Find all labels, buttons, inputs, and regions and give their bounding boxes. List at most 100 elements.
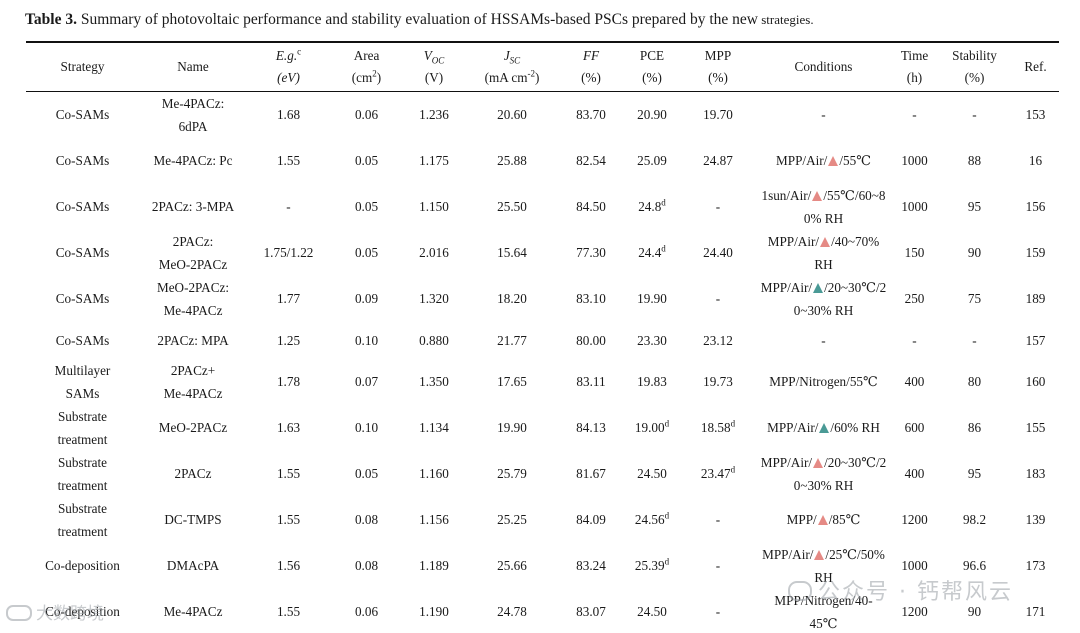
cell-ref: 189 bbox=[1025, 291, 1046, 306]
cell-eg: 1.56 bbox=[276, 558, 301, 573]
cell-name: 2PACz: MeO-2PACz bbox=[158, 233, 228, 272]
cell-voc: 1.160 bbox=[419, 466, 449, 481]
cell-ff: 77.30 bbox=[576, 245, 606, 260]
table-row: Co-SAMs Me-4PACz: 6dPA 1.68 0.06 1.236 20.60 83… bbox=[26, 91, 1059, 138]
cell-area: 0.05 bbox=[354, 466, 379, 481]
cell-jsc: 24.78 bbox=[497, 604, 527, 619]
header-time: Time (h) bbox=[900, 47, 929, 85]
cell-stability: 96.6 bbox=[962, 558, 987, 573]
cell-area: 0.10 bbox=[354, 332, 379, 348]
cell-stability: - bbox=[972, 107, 977, 122]
cell-ff: 83.24 bbox=[576, 558, 606, 573]
cell-voc: 1.150 bbox=[419, 199, 449, 214]
cell-strategy: Co-SAMs bbox=[55, 199, 110, 214]
cell-eg: - bbox=[286, 199, 291, 214]
cell-voc: 1.190 bbox=[419, 604, 449, 619]
header-stability: Stability (%) bbox=[952, 47, 997, 85]
cell-conditions: MPP/Air//20~30℃/2 0~30% RH bbox=[760, 454, 887, 493]
cell-eg: 1.55 bbox=[276, 512, 301, 527]
cell-area: 0.10 bbox=[354, 420, 379, 435]
cell-eg: 1.78 bbox=[276, 374, 301, 389]
caption-text: Summary of photovoltaic performance and … bbox=[76, 11, 758, 28]
cell-stability: 90 bbox=[967, 604, 982, 619]
cell-ref: 183 bbox=[1025, 466, 1046, 481]
cell-conditions: MPP/Air//40~70% RH bbox=[767, 233, 880, 272]
cell-stability: 90 bbox=[967, 245, 982, 260]
cell-stability: 86 bbox=[967, 420, 982, 435]
cell-time: 600 bbox=[904, 420, 925, 435]
cell-conditions: MPP/Air//60% RH bbox=[767, 420, 880, 435]
cell-eg: 1.55 bbox=[276, 466, 301, 481]
cell-ref: 157 bbox=[1025, 332, 1046, 348]
cell-ff: 82.54 bbox=[576, 153, 606, 168]
cell-jsc: 25.50 bbox=[497, 199, 527, 214]
cell-voc: 1.189 bbox=[419, 558, 449, 573]
cell-conditions: 1sun/Air//55℃/60~8 0% RH bbox=[761, 187, 886, 226]
cell-ff: 83.11 bbox=[576, 374, 606, 389]
watermark-left: 大数跨境 bbox=[6, 599, 104, 624]
cell-ref: 173 bbox=[1025, 558, 1046, 573]
cell-eg: 1.63 bbox=[276, 420, 301, 435]
cell-stability: 75 bbox=[967, 291, 982, 306]
cell-jsc: 20.60 bbox=[497, 107, 527, 122]
cell-name: Me-4PACz: Pc bbox=[153, 153, 233, 168]
cell-strategy: Co-SAMs bbox=[55, 153, 110, 168]
header-voc: VOC (V) bbox=[423, 47, 445, 85]
cell-voc: 1.320 bbox=[419, 291, 449, 306]
header-jsc: JSC (mA cm-2) bbox=[484, 47, 540, 85]
cell-ff: 81.67 bbox=[576, 466, 606, 481]
cell-ref: 159 bbox=[1025, 245, 1046, 260]
cell-time: 1000 bbox=[901, 199, 928, 214]
cell-eg: 1.77 bbox=[276, 291, 301, 306]
cell-area: 0.07 bbox=[354, 374, 379, 389]
cell-jsc: 25.79 bbox=[497, 466, 527, 481]
cell-ref: 155 bbox=[1025, 420, 1046, 435]
cell-jsc: 19.90 bbox=[497, 420, 527, 435]
cell-strategy: Multilayer SAMs bbox=[54, 362, 111, 401]
cell-name: 2PACz: MPA bbox=[157, 332, 229, 348]
cell-time: 400 bbox=[904, 374, 925, 389]
cell-area: 0.09 bbox=[354, 291, 379, 306]
cell-jsc: 25.25 bbox=[497, 512, 527, 527]
cell-voc: 0.880 bbox=[419, 332, 449, 348]
header-ref: Ref. bbox=[1024, 58, 1047, 74]
cell-conditions: - bbox=[821, 332, 826, 348]
header-mpp: MPP (%) bbox=[704, 47, 732, 85]
header-area: Area (cm2) bbox=[351, 47, 382, 85]
cell-pce: 24.50 bbox=[637, 466, 667, 481]
cell-ff: 80.00 bbox=[576, 332, 606, 348]
cell-pce: 24.4d bbox=[638, 243, 666, 260]
cell-ff: 83.70 bbox=[576, 107, 606, 122]
cell-conditions: MPP/Nitrogen/40- 45℃ bbox=[774, 592, 873, 631]
table-row: Co-SAMs 2PACz: MeO-2PACz 1.75/1.22 0.05 2.016… bbox=[26, 230, 1059, 276]
cell-pce: 19.90 bbox=[637, 291, 667, 306]
table-row: Co-SAMs 2PACz: 3-MPA - 0.05 1.150 25.50 84.50 2… bbox=[26, 184, 1059, 230]
cell-area: 0.08 bbox=[354, 558, 379, 573]
wechat-icon bbox=[788, 581, 812, 601]
table-row: Co-SAMs Me-4PACz: Pc 1.55 0.05 1.175 25.88 82.… bbox=[26, 138, 1059, 184]
cell-ref: 160 bbox=[1025, 374, 1046, 389]
table-row: Substrate treatment MeO-2PACz 1.63 0.10 1.134… bbox=[26, 405, 1059, 451]
cell-ff: 84.13 bbox=[576, 420, 606, 435]
cell-strategy: Co-SAMs bbox=[55, 107, 110, 122]
cell-area: 0.06 bbox=[354, 107, 379, 122]
cell-mpp: 18.58d bbox=[700, 418, 736, 435]
cell-pce: 24.50 bbox=[637, 604, 667, 619]
cell-area: 0.06 bbox=[354, 604, 379, 619]
cell-time: 400 bbox=[904, 466, 925, 481]
cell-mpp: 23.47d bbox=[700, 464, 736, 481]
table-row: Co-deposition DMAcPA 1.56 0.08 1.189 25.66 83.… bbox=[26, 543, 1059, 589]
cell-name: DMAcPA bbox=[166, 558, 220, 573]
cell-area: 0.08 bbox=[354, 512, 379, 527]
caption-tail: strategies. bbox=[758, 12, 814, 27]
cell-time: - bbox=[912, 332, 917, 348]
wechat-channel-icon bbox=[6, 605, 32, 621]
cell-eg: 1.68 bbox=[276, 107, 301, 122]
table-header: Strategy Name E.g.c (eV) Area (cm2) VOC (V)… bbox=[26, 42, 1059, 91]
cell-mpp: 19.70 bbox=[703, 107, 733, 122]
cell-pce: 20.90 bbox=[637, 107, 667, 122]
triangle-pink-icon bbox=[813, 457, 824, 468]
cell-name: Me-4PACz: 6dPA bbox=[161, 95, 225, 134]
cell-jsc: 15.64 bbox=[497, 245, 527, 260]
cell-ref: 139 bbox=[1025, 512, 1046, 527]
